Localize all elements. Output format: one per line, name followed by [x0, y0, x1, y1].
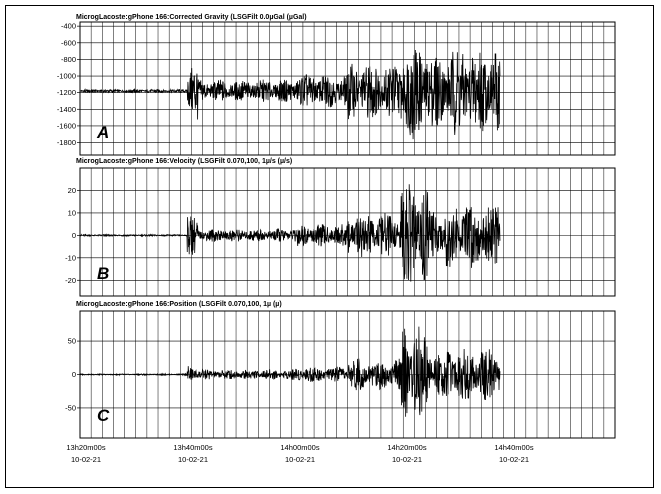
panel-label-c: C [97, 406, 110, 425]
trace-a [79, 50, 501, 140]
y-tick-label: -10 [65, 253, 76, 262]
y-tick-label: 0 [72, 231, 76, 240]
panel-title-c: MicrogLacoste:gPhone 166:Position (LSGFi… [76, 301, 282, 308]
trace-b [79, 184, 501, 282]
x-tick-date: 10-02-21 [71, 455, 101, 464]
x-tick-time: 13h40m00s [173, 443, 212, 452]
y-tick-label: -1600 [57, 121, 76, 130]
y-tick-label: 10 [68, 208, 76, 217]
y-tick-label: -1800 [57, 138, 76, 147]
x-tick-date: 10-02-21 [285, 455, 315, 464]
y-tick-label: 50 [68, 337, 76, 346]
y-tick-label: 0 [72, 370, 76, 379]
y-tick-label: 20 [68, 186, 76, 195]
x-tick-time: 14h00m00s [280, 443, 319, 452]
panel-label-a: A [96, 123, 109, 142]
y-tick-label: -20 [65, 276, 76, 285]
x-tick-date: 10-02-21 [178, 455, 208, 464]
y-tick-label: -1000 [57, 72, 76, 81]
panel-title-b: MicrogLacoste:gPhone 166:Velocity (LSGFi… [76, 158, 292, 165]
panel-border-a [79, 21, 616, 156]
y-tick-label: -50 [65, 403, 76, 412]
panel-border-b [79, 167, 616, 297]
x-tick-time: 13h20m00s [66, 443, 105, 452]
x-tick-time: 14h20m00s [387, 443, 426, 452]
y-tick-label: -1200 [57, 88, 76, 97]
y-tick-label: -600 [61, 38, 76, 47]
panel-label-b: B [97, 264, 109, 283]
y-tick-label: -1400 [57, 105, 76, 114]
y-tick-label: -400 [61, 22, 76, 31]
x-tick-time: 14h40m00s [494, 443, 533, 452]
panel-title-a: MicrogLacoste:gPhone 166:Corrected Gravi… [76, 14, 307, 21]
x-tick-date: 10-02-21 [499, 455, 529, 464]
y-tick-label: -800 [61, 55, 76, 64]
x-tick-date: 10-02-21 [392, 455, 422, 464]
trace-c [79, 326, 501, 417]
